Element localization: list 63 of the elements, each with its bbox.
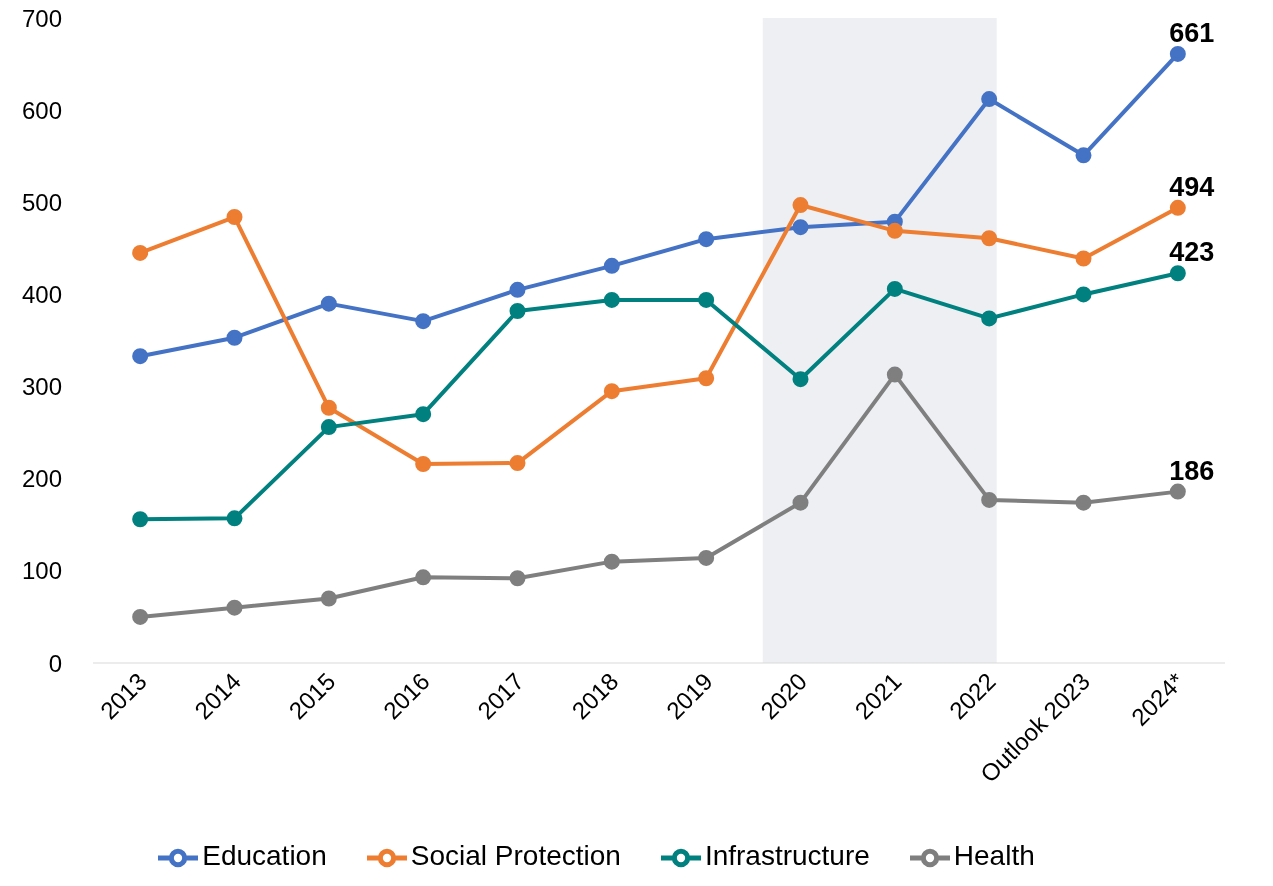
point bbox=[226, 599, 243, 616]
point bbox=[509, 570, 526, 587]
point bbox=[509, 281, 526, 298]
point bbox=[981, 491, 998, 508]
point bbox=[132, 608, 149, 625]
point bbox=[792, 219, 809, 236]
legend-label: Social Protection bbox=[410, 840, 621, 872]
data-label: 423 bbox=[1169, 237, 1215, 268]
point bbox=[320, 590, 337, 607]
point bbox=[1075, 494, 1092, 511]
point bbox=[415, 569, 432, 586]
y-tick-label: 400 bbox=[21, 280, 62, 308]
point bbox=[132, 511, 149, 528]
point bbox=[132, 244, 149, 261]
point bbox=[1169, 45, 1186, 62]
y-tick-label: 300 bbox=[21, 373, 62, 401]
point bbox=[981, 230, 998, 247]
legend-label: Infrastructure bbox=[704, 840, 870, 872]
point bbox=[886, 280, 903, 297]
point bbox=[1075, 250, 1092, 267]
point bbox=[1169, 265, 1186, 282]
point bbox=[415, 313, 432, 330]
point bbox=[603, 553, 620, 570]
data-label: 494 bbox=[1169, 171, 1215, 202]
data-label: 661 bbox=[1169, 17, 1215, 48]
point bbox=[981, 310, 998, 327]
point bbox=[886, 222, 903, 239]
point bbox=[320, 419, 337, 436]
point bbox=[698, 549, 715, 566]
point bbox=[603, 257, 620, 274]
point bbox=[698, 291, 715, 308]
y-tick-label: 100 bbox=[21, 557, 62, 585]
point bbox=[415, 455, 432, 472]
y-tick-label: 500 bbox=[21, 188, 62, 216]
point bbox=[132, 348, 149, 365]
point bbox=[792, 371, 809, 388]
y-tick-label: 0 bbox=[48, 649, 62, 677]
y-tick-label: 700 bbox=[21, 4, 62, 32]
point bbox=[226, 209, 243, 226]
point bbox=[320, 295, 337, 312]
point bbox=[886, 366, 903, 383]
point bbox=[698, 370, 715, 387]
point bbox=[1169, 483, 1186, 500]
point bbox=[226, 329, 243, 346]
data-label: 186 bbox=[1169, 455, 1215, 486]
point bbox=[415, 406, 432, 423]
point bbox=[509, 455, 526, 472]
point bbox=[603, 291, 620, 308]
point bbox=[226, 510, 243, 527]
point bbox=[603, 383, 620, 400]
point bbox=[981, 91, 998, 108]
point bbox=[698, 231, 715, 248]
point bbox=[509, 303, 526, 320]
point bbox=[320, 399, 337, 416]
y-tick-label: 200 bbox=[21, 465, 62, 493]
y-tick-label: 600 bbox=[21, 96, 62, 124]
point bbox=[792, 197, 809, 214]
point bbox=[1075, 147, 1092, 164]
point bbox=[792, 494, 809, 511]
legend-label: Health bbox=[953, 840, 1035, 872]
point bbox=[1075, 286, 1092, 303]
legend-label: Education bbox=[202, 840, 327, 872]
point bbox=[1169, 199, 1186, 216]
